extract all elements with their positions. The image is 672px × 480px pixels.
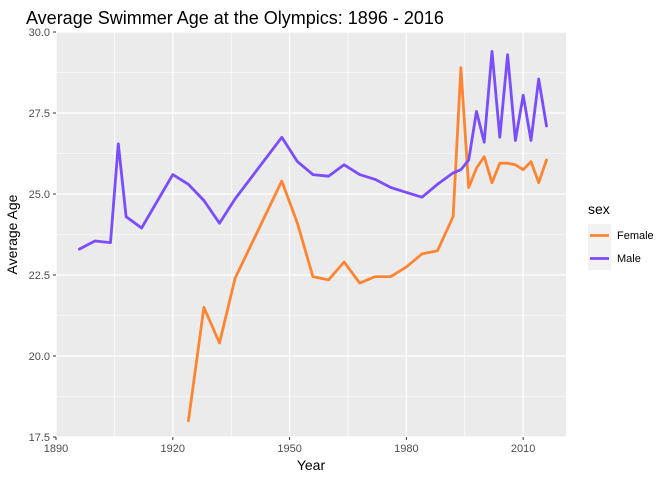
- legend-label-female: Female: [617, 230, 654, 242]
- legend: sex Female Male: [588, 201, 654, 270]
- x-tick-label: 1980: [394, 443, 418, 455]
- y-tick-label: 17.5: [29, 432, 50, 444]
- major-gridlines: [55, 31, 566, 438]
- x-tick-label: 1890: [44, 443, 68, 455]
- y-tick-label: 25.0: [29, 189, 50, 201]
- series-line-female: [186, 66, 548, 423]
- y-tick-label: 30.0: [29, 27, 50, 39]
- y-axis-title: Average Age: [4, 194, 20, 274]
- y-tick-label: 22.5: [29, 270, 50, 282]
- y-axis: 17.5 20.0 22.5 25.0 27.5 30.0: [29, 27, 56, 444]
- series-line-male: [78, 50, 548, 251]
- x-tick-label: 1920: [161, 443, 185, 455]
- x-axis: 1890 1920 1950 1980 2010: [44, 437, 535, 455]
- chart-title: Average Swimmer Age at the Olympics: 189…: [26, 8, 444, 28]
- x-axis-title: Year: [297, 457, 326, 473]
- legend-title: sex: [588, 201, 610, 217]
- y-tick-label: 20.0: [29, 351, 50, 363]
- x-tick-label: 2010: [511, 443, 535, 455]
- series-lines: [78, 50, 548, 423]
- x-tick-label: 1950: [277, 443, 301, 455]
- minor-gridlines: [56, 32, 566, 437]
- y-tick-label: 27.5: [29, 108, 50, 120]
- legend-label-male: Male: [617, 253, 641, 265]
